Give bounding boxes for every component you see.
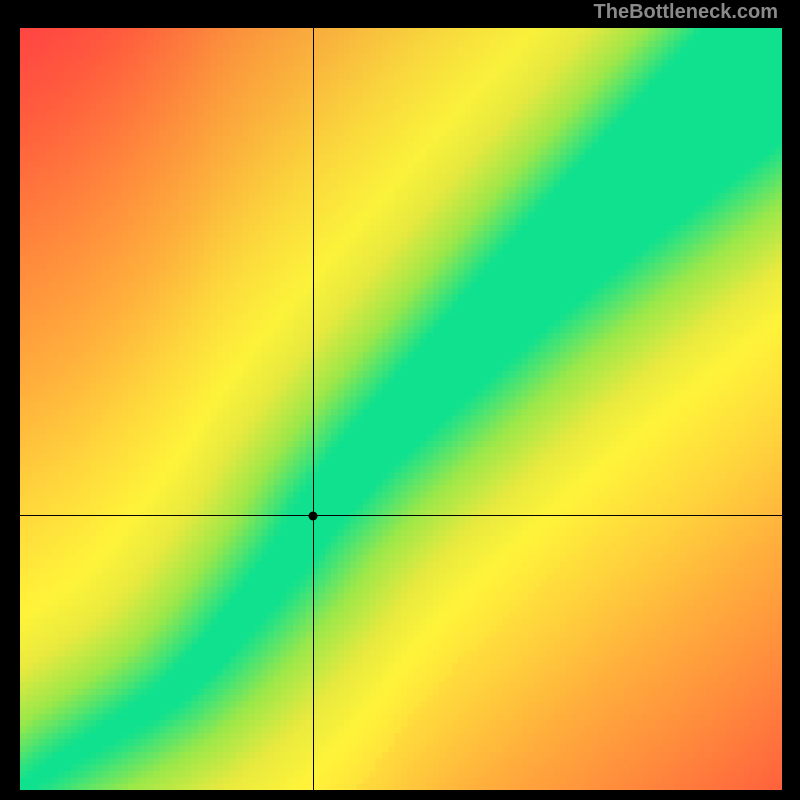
chart-container: TheBottleneck.com: [0, 0, 800, 800]
crosshair-marker: [309, 511, 318, 520]
crosshair-vertical: [313, 28, 314, 790]
bottleneck-heatmap: [20, 28, 782, 790]
watermark-text: TheBottleneck.com: [594, 1, 778, 24]
crosshair-horizontal: [20, 515, 782, 516]
